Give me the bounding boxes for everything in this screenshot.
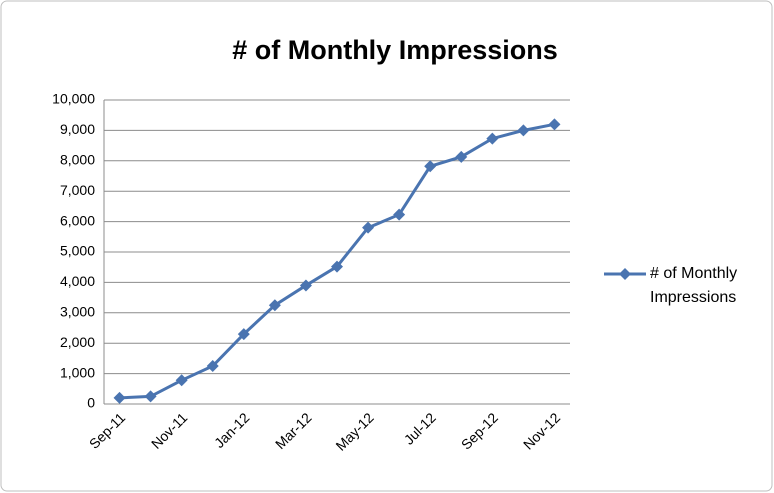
marker xyxy=(517,124,530,137)
marker xyxy=(486,132,499,145)
y-tick-label: 5,000 xyxy=(60,243,95,259)
y-tick-label: 8,000 xyxy=(60,152,95,168)
marker xyxy=(455,150,468,163)
marker xyxy=(113,391,126,404)
y-tick-label: 1,000 xyxy=(60,364,95,380)
legend-label: # of Monthly Impressions xyxy=(650,265,738,306)
y-tick-label: 7,000 xyxy=(60,182,95,198)
y-tick-label: 0 xyxy=(87,395,95,411)
y-tick-label: 9,000 xyxy=(60,121,95,137)
marker xyxy=(362,221,375,234)
marker xyxy=(548,118,561,131)
marker xyxy=(144,390,157,403)
y-tick-label: 3,000 xyxy=(60,304,95,320)
chart-title: # of Monthly Impressions xyxy=(232,35,558,65)
marker xyxy=(299,279,312,292)
marker xyxy=(393,208,406,221)
marker xyxy=(206,360,219,372)
y-tick-label: 10,000 xyxy=(52,91,95,107)
y-tick-label: 2,000 xyxy=(60,334,95,350)
marker xyxy=(268,299,281,312)
marker xyxy=(237,328,250,341)
y-tick-label: 4,000 xyxy=(60,273,95,289)
marker xyxy=(424,160,437,173)
y-tick-label: 6,000 xyxy=(60,212,95,228)
marker xyxy=(175,374,188,387)
marker xyxy=(331,260,343,273)
legend-marker xyxy=(619,268,631,280)
